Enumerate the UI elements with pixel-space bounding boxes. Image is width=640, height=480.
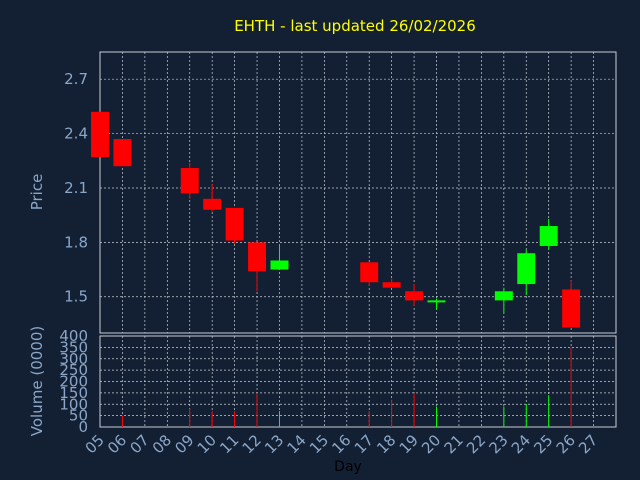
candle-body — [225, 207, 244, 241]
volume-axis-label: Volume (0000) — [28, 326, 46, 436]
candle-body — [270, 260, 289, 270]
volume-bars — [121, 347, 572, 427]
volume-gridlines — [100, 336, 616, 427]
volume-tick-label: 200 — [59, 373, 88, 391]
candle-body — [405, 291, 424, 301]
volume-tick-label: 150 — [59, 384, 88, 402]
price-tick-label: 2.4 — [64, 125, 88, 143]
candle-body — [382, 282, 401, 288]
volume-tick-label: 350 — [59, 338, 88, 356]
volume-tick-label: 50 — [69, 407, 88, 425]
candle-body — [517, 253, 536, 285]
volume-tick-label: 400 — [59, 327, 88, 345]
candle-body — [180, 168, 199, 194]
price-gridlines — [100, 52, 616, 333]
candle-body — [360, 262, 379, 283]
price-tick-label: 2.1 — [64, 179, 88, 197]
volume-tick-label: 250 — [59, 361, 88, 379]
candle-body — [248, 242, 267, 272]
price-plot-frame — [99, 51, 617, 334]
candle-body — [203, 198, 222, 210]
price-tick-label: 1.8 — [64, 233, 88, 251]
volume-tick-label: 300 — [59, 350, 88, 368]
price-axis-ticks: 1.5 1.8 2.1 2.4 2.7 — [64, 70, 88, 306]
volume-tick-label: 100 — [59, 395, 88, 413]
day-axis-ticks: 0506070809101112131415161718192021222324… — [82, 431, 602, 457]
candle-body — [494, 291, 513, 301]
candle-body — [91, 111, 109, 158]
price-tick-label: 1.5 — [64, 288, 88, 306]
volume-plot-frame — [99, 335, 617, 428]
price-axis-label: Price — [28, 174, 46, 211]
x-axis-label: Day — [334, 459, 362, 475]
chart-title: EHTH - last updated 26/02/2026 — [234, 17, 476, 35]
volume-tick-label: 0 — [78, 418, 88, 436]
candle-body — [427, 300, 446, 303]
candle-body — [113, 139, 132, 167]
day-tick-label: 27 — [575, 431, 601, 457]
candles — [91, 111, 581, 328]
candle-body — [562, 289, 581, 328]
candle-body — [539, 226, 558, 246]
price-tick-label: 2.7 — [64, 70, 88, 88]
